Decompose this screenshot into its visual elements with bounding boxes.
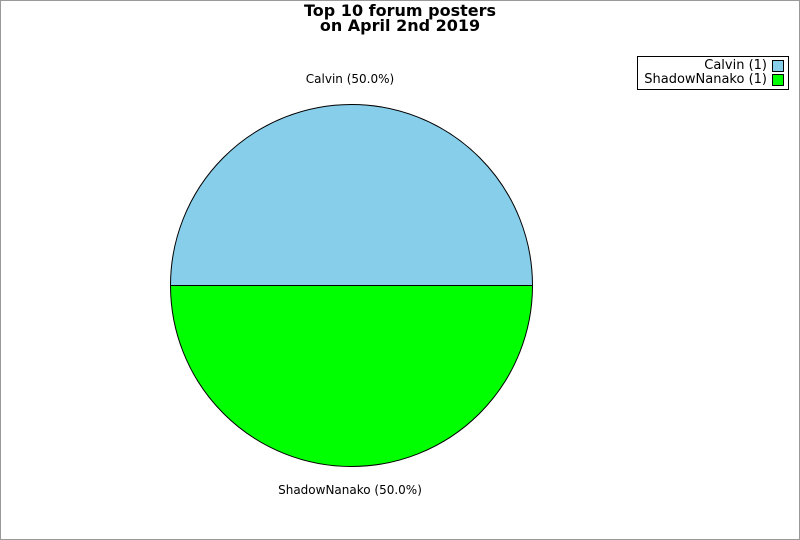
chart-title: Top 10 forum posters on April 2nd 2019	[1, 1, 799, 35]
chart-title-line2: on April 2nd 2019	[319, 16, 481, 35]
legend-item-shadownanako: ShadowNanako (1)	[644, 73, 784, 87]
pie-slice-shadownanako	[169, 285, 534, 467]
legend-item-calvin: Calvin (1)	[644, 59, 784, 73]
slice-label-calvin: Calvin (50.0%)	[305, 72, 395, 86]
pie-slice-calvin	[169, 104, 534, 286]
slice-label-shadownanako: ShadowNanako (50.0%)	[278, 483, 422, 497]
legend-swatch-icon	[772, 74, 784, 86]
legend: Calvin (1) ShadowNanako (1)	[637, 56, 789, 90]
legend-item-label: ShadowNanako (1)	[644, 72, 767, 87]
legend-swatch-icon	[772, 60, 784, 72]
chart-title-line1: Top 10 forum posters	[304, 1, 496, 20]
legend-item-label: Calvin (1)	[704, 58, 767, 73]
